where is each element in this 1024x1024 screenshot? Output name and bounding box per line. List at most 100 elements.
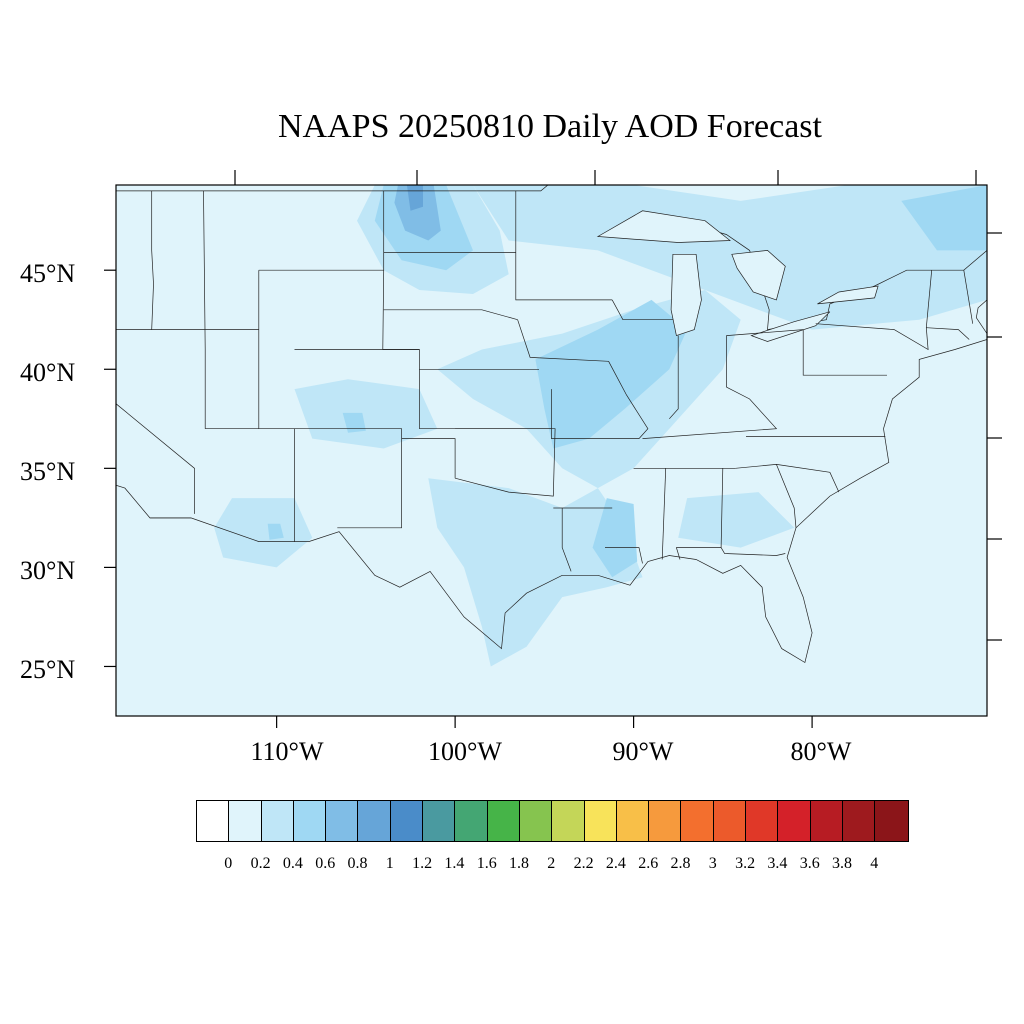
colorbar-swatch [649, 801, 682, 841]
lat-label-40: 40°N [20, 358, 76, 387]
colorbar-label: 0.2 [250, 855, 271, 872]
colorbar [196, 800, 909, 842]
lon-label-80w: 80°W [790, 737, 852, 766]
lake-huron [731, 250, 786, 301]
colorbar-label: 3.6 [799, 855, 820, 872]
aod-region [406, 185, 423, 211]
state-boundary [551, 389, 639, 439]
colorbar-swatch [358, 801, 391, 841]
colorbar-swatch [616, 801, 650, 841]
border-canada [116, 185, 549, 192]
colorbar-swatch [552, 801, 585, 841]
colorbar-swatch [713, 801, 747, 841]
state-boundary [661, 468, 667, 560]
lon-label-90w: 90°W [612, 737, 674, 766]
colorbar-label: 3.2 [735, 855, 756, 872]
colorbar-swatch [455, 801, 488, 841]
lon-label-110w: 110°W [250, 737, 324, 766]
state-boundary [963, 270, 974, 324]
colorbar-swatch [423, 801, 456, 841]
aod-region [214, 498, 313, 568]
map-ticks [104, 170, 1002, 728]
colorbar-swatch [746, 801, 779, 841]
colorbar-label: 2 [547, 855, 556, 872]
aod-region [267, 523, 284, 540]
colorbar-swatch [326, 801, 359, 841]
colorbar-label: 3.4 [767, 855, 788, 872]
geo-boundaries [116, 185, 987, 664]
state-boundary [383, 309, 518, 321]
colorbar-label: 2.2 [573, 855, 594, 872]
state-boundary [294, 428, 402, 529]
state-boundary [151, 190, 154, 330]
state-boundary [517, 319, 609, 362]
state-boundary [802, 329, 887, 376]
colorbar-label: 1 [385, 855, 394, 872]
lake-ontario [817, 285, 879, 305]
lake-superior [596, 210, 731, 243]
lake-erie [750, 311, 831, 342]
colorbar-label: 2.4 [605, 855, 626, 872]
colorbar-swatch [293, 801, 327, 841]
aod-region [428, 478, 643, 667]
colorbar-label: 1.2 [412, 855, 433, 872]
lat-label-35: 35°N [20, 457, 76, 486]
state-boundary [401, 438, 456, 479]
border-canada [642, 210, 987, 331]
state-boundary [926, 327, 970, 340]
lake-michigan [670, 253, 702, 337]
colorbar-label: 1.6 [476, 855, 497, 872]
state-boundary [611, 299, 673, 321]
state-boundary [735, 464, 840, 493]
colorbar-swatch [778, 801, 811, 841]
colorbar-label: 0 [224, 855, 233, 872]
state-boundary [815, 270, 933, 351]
state-boundary [669, 335, 679, 420]
coastline [116, 339, 987, 664]
aod-region [901, 185, 987, 251]
state-boundary [203, 190, 206, 429]
state-boundary [642, 386, 778, 439]
colorbar-label: 2.6 [638, 855, 659, 872]
colorbar-label: 3.8 [832, 855, 852, 872]
aod-region [394, 185, 441, 241]
chart-title: NAAPS 20250810 Daily AOD Forecast [278, 108, 822, 145]
coastline [975, 299, 987, 334]
colorbar-swatch [519, 801, 553, 841]
aod-region [535, 299, 688, 449]
state-boundary [561, 508, 572, 572]
state-boundary [608, 361, 649, 439]
colorbar-label: 2.8 [670, 855, 691, 872]
colorbar-swatch [261, 801, 294, 841]
state-boundary [455, 428, 556, 497]
aod-region [342, 412, 366, 433]
colorbar-swatch [875, 801, 908, 841]
colorbar-label: 1.8 [509, 855, 529, 872]
colorbar-swatch [229, 801, 262, 841]
colorbar-swatch [810, 801, 843, 841]
colorbar-label: 0.4 [282, 855, 303, 872]
colorbar-swatch [842, 801, 876, 841]
map-frame-border [115, 184, 988, 717]
colorbar-swatch [390, 801, 424, 841]
colorbar-label: 0.6 [315, 855, 336, 872]
aod-region [592, 498, 638, 578]
lat-label-30: 30°N [20, 556, 76, 585]
state-boundary [776, 464, 797, 528]
state-boundary [605, 547, 643, 564]
colorbar-label: 1.4 [444, 855, 465, 872]
colorbar-swatch [584, 801, 617, 841]
colorbar-swatch [681, 801, 714, 841]
colorbar-label: 3 [708, 855, 717, 872]
colorbar-swatch [487, 801, 520, 841]
colorbar-label: 0.8 [347, 855, 368, 872]
state-boundary [720, 547, 786, 556]
state-boundary [675, 468, 724, 560]
lon-label-100w: 100°W [428, 737, 502, 766]
lat-label-45: 45°N [20, 259, 76, 288]
lat-label-25: 25°N [20, 655, 76, 684]
colorbar-label: 4 [870, 855, 879, 872]
colorbar-swatch [197, 801, 230, 841]
state-boundary [726, 329, 804, 336]
